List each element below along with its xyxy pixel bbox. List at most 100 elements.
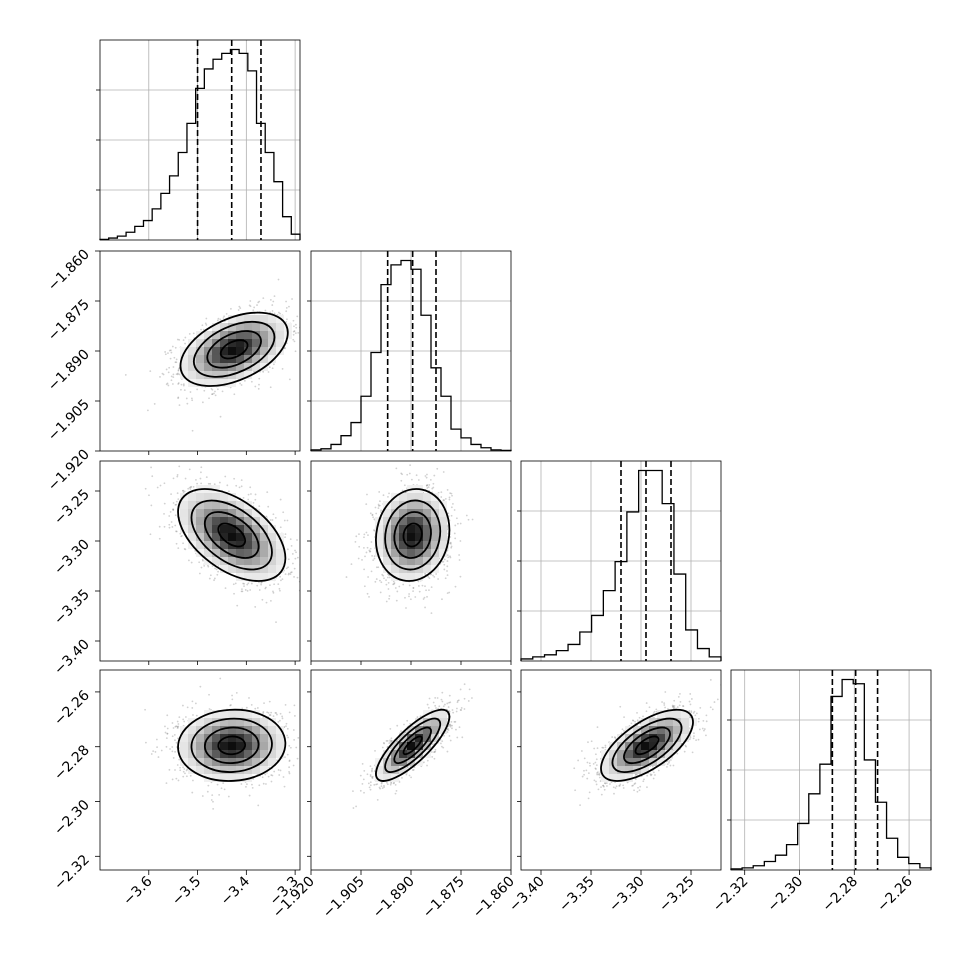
sample-point	[266, 491, 269, 494]
density-cell	[204, 331, 212, 339]
density-cell	[204, 347, 212, 355]
sample-point	[250, 493, 252, 495]
sample-point	[294, 323, 297, 326]
density-cell	[260, 557, 268, 565]
sample-point	[314, 326, 316, 328]
sample-point	[235, 484, 238, 487]
density-cell	[244, 549, 252, 557]
density-cell	[180, 355, 188, 363]
sample-point	[400, 479, 403, 482]
density-cell	[220, 493, 228, 501]
sample-point	[176, 338, 179, 341]
density-cell	[220, 347, 228, 355]
sample-point	[211, 393, 214, 395]
sample-point	[293, 567, 296, 570]
sample-point	[182, 489, 184, 492]
sample-point	[205, 317, 208, 320]
sample-point	[288, 305, 290, 308]
sample-point	[437, 578, 440, 580]
sample-point	[199, 477, 202, 480]
sample-point	[286, 548, 289, 551]
density-cell	[236, 323, 244, 331]
sample-point	[213, 392, 215, 395]
density-cell	[252, 541, 260, 549]
density-cell	[244, 509, 252, 517]
sample-point	[363, 568, 366, 571]
density-cell	[204, 509, 212, 517]
density-cell	[260, 517, 268, 525]
sample-point	[293, 330, 296, 332]
histogram-3	[730, 678, 932, 870]
sample-point	[182, 491, 185, 494]
sample-point	[367, 576, 370, 578]
sample-point	[450, 543, 452, 545]
density-cell	[236, 355, 244, 363]
sample-point	[177, 369, 180, 371]
sample-point	[275, 621, 277, 623]
sample-point	[379, 591, 382, 594]
sample-point	[367, 534, 369, 537]
sample-point	[371, 513, 374, 516]
sample-point	[269, 519, 272, 521]
sample-point	[396, 590, 399, 593]
sample-point	[291, 298, 293, 300]
sample-point	[375, 566, 378, 569]
density-cell	[236, 363, 244, 371]
sample-point	[189, 486, 192, 489]
scatter-panel-2-1	[310, 460, 512, 662]
sample-point	[401, 473, 404, 476]
scatter-panel-1-0	[99, 250, 316, 452]
sample-point	[278, 587, 281, 590]
density-cell	[196, 509, 204, 517]
density-cell	[220, 541, 228, 549]
density-cell	[228, 315, 236, 323]
density-cell	[268, 525, 276, 533]
sample-point	[392, 583, 395, 586]
sample-point	[444, 577, 447, 580]
sample-point	[408, 472, 411, 475]
sample-point	[363, 585, 366, 588]
sample-point	[385, 579, 387, 582]
density-cell	[180, 509, 188, 517]
sample-point	[258, 589, 261, 591]
sample-point	[252, 501, 255, 504]
sample-point	[300, 323, 302, 325]
sample-point	[406, 473, 409, 476]
sample-point	[361, 559, 363, 561]
sample-point	[441, 598, 443, 601]
sample-point	[379, 579, 381, 582]
sample-point	[288, 378, 291, 381]
density-cell	[220, 517, 228, 525]
sample-point	[372, 516, 375, 519]
sample-point	[288, 572, 290, 575]
density-cell	[268, 323, 276, 331]
sample-point	[168, 515, 171, 517]
sample-point	[254, 493, 257, 496]
sample-point	[228, 490, 230, 493]
sample-point	[421, 584, 424, 587]
density-cell	[220, 323, 228, 331]
density-cell	[276, 331, 284, 339]
sample-point	[446, 565, 449, 568]
sample-point	[269, 298, 272, 301]
density-cell	[268, 315, 276, 323]
sample-point	[239, 307, 242, 309]
sample-point	[176, 373, 179, 376]
sample-point	[184, 548, 187, 551]
sample-point	[175, 503, 178, 506]
density-cell	[244, 371, 252, 379]
sample-point	[216, 319, 219, 322]
sample-point	[178, 338, 181, 341]
sample-point	[283, 519, 286, 522]
sample-point	[369, 550, 371, 553]
sample-point	[363, 533, 366, 536]
sample-point	[175, 530, 177, 533]
density-cell	[228, 323, 236, 331]
sample-point	[172, 508, 174, 511]
sample-point	[169, 357, 172, 360]
sample-point	[201, 324, 204, 327]
sample-point	[287, 573, 290, 576]
sample-point	[163, 512, 165, 515]
sample-point	[222, 317, 225, 319]
density-cell	[260, 339, 268, 347]
